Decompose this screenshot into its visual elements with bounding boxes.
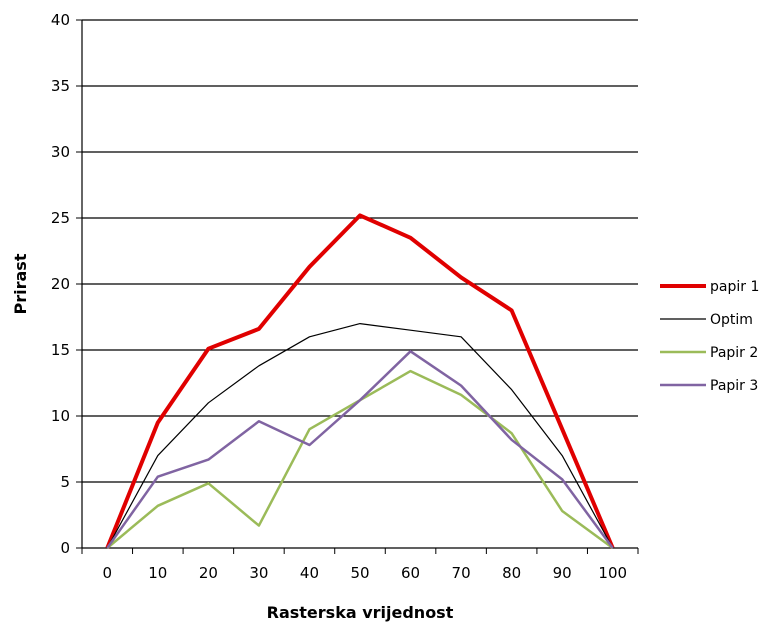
- legend-label: Papir 2: [710, 345, 758, 361]
- x-tick-label: 80: [502, 564, 521, 582]
- x-tick-label: 60: [401, 564, 420, 582]
- x-tick-label: 50: [350, 564, 369, 582]
- x-tick-label: 30: [249, 564, 268, 582]
- y-tick-label: 30: [51, 143, 70, 161]
- y-tick-label: 5: [60, 473, 70, 491]
- x-axis-title: Rasterska vrijednost: [267, 603, 454, 622]
- x-tick-label: 10: [148, 564, 167, 582]
- y-tick-label: 35: [51, 77, 70, 95]
- y-axis-ticks: 0 5 10 15 20 25 30 35 40: [51, 11, 82, 557]
- y-tick-label: 10: [51, 407, 70, 425]
- x-tick-label: 0: [102, 564, 112, 582]
- x-tick-label: 40: [300, 564, 319, 582]
- y-tick-label: 0: [60, 539, 70, 557]
- series-line-papir-3: [106, 350, 614, 549]
- x-tick-label: 20: [199, 564, 218, 582]
- y-tick-label: 15: [51, 341, 70, 359]
- x-tick-label: 100: [598, 564, 627, 582]
- legend-label: Papir 3: [710, 378, 758, 394]
- x-tick-label: 70: [452, 564, 471, 582]
- legend-label: Optim: [710, 312, 753, 328]
- y-tick-label: 40: [51, 11, 70, 29]
- x-tick-label: 90: [553, 564, 572, 582]
- legend-label: papir 1: [710, 279, 759, 295]
- y-tick-label: 20: [51, 275, 70, 293]
- y-tick-label: 25: [51, 209, 70, 227]
- x-axis-ticks: 0 10 20 30 40 50 60 70 80 90 100: [81, 548, 639, 582]
- series-line-papir-1: [105, 213, 615, 549]
- legend: papir 1 Optim Papir 2 Papir 3: [660, 279, 759, 394]
- series-line-optim: [106, 323, 614, 549]
- series-lines: [105, 213, 615, 550]
- y-axis-title: Prirast: [11, 253, 30, 314]
